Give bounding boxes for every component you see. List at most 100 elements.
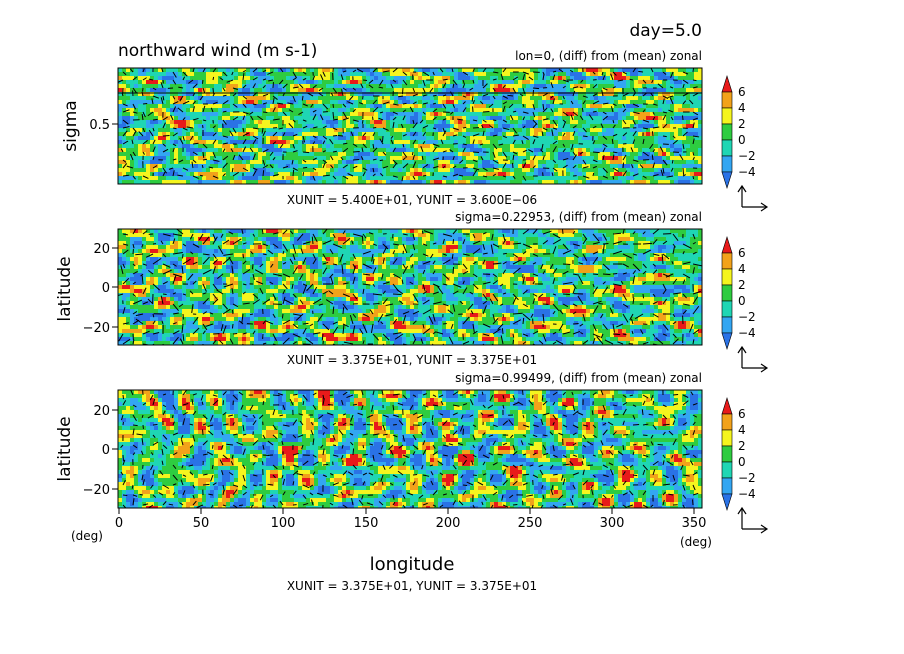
contour-cell [446, 128, 451, 133]
contour-cell [510, 168, 515, 173]
contour-cell [266, 180, 271, 184]
contour-cell [558, 108, 563, 113]
contour-cell [446, 104, 451, 109]
contour-cell [570, 80, 575, 85]
contour-cell [598, 96, 603, 101]
contour-cell [394, 104, 399, 109]
wind-vector [332, 118, 338, 121]
contour-cell [206, 152, 211, 157]
contour-cell [618, 132, 623, 137]
contour-cell [130, 68, 135, 73]
contour-cell [482, 116, 487, 121]
contour-cell [598, 88, 603, 93]
contour-cell [406, 176, 411, 181]
contour-cell [414, 96, 419, 101]
contour-cell [290, 180, 295, 184]
contour-cell [538, 156, 543, 161]
contour-cell [314, 112, 319, 117]
contour-cell [282, 136, 287, 141]
contour-cell [178, 148, 183, 153]
contour-cell [426, 80, 431, 85]
contour-cell [606, 156, 611, 161]
contour-cell [630, 72, 635, 77]
contour-cell [226, 164, 231, 169]
contour-cell [274, 148, 279, 153]
contour-cell [678, 180, 683, 184]
contour-cell [126, 120, 131, 125]
wind-vector [542, 118, 549, 121]
wind-vector [582, 100, 586, 105]
contour-cell [418, 172, 423, 177]
contour-cell [190, 128, 195, 133]
contour-cell [434, 100, 439, 105]
contour-cell [530, 136, 535, 141]
contour-cell [658, 160, 663, 165]
contour-cell [322, 124, 327, 129]
contour-cell [666, 68, 671, 73]
contour-cell [318, 100, 323, 105]
contour-cell [630, 108, 635, 113]
contour-cell [642, 156, 647, 161]
contour-cell [170, 112, 175, 117]
contour-cell [462, 76, 467, 81]
contour-cell [306, 72, 311, 77]
contour-cell [566, 140, 571, 145]
contour-cell [462, 72, 467, 77]
contour-cell [358, 120, 363, 125]
wind-vector [612, 71, 617, 76]
contour-cell [306, 156, 311, 161]
contour-cell [146, 72, 151, 77]
contour-cell [634, 140, 639, 145]
contour-cell [194, 92, 199, 97]
contour-cell [614, 176, 619, 181]
contour-cell [514, 144, 519, 149]
contour-cell [406, 112, 411, 117]
contour-cell [478, 112, 483, 117]
contour-cell [154, 88, 159, 93]
contour-cell [530, 80, 535, 85]
contour-cell [194, 96, 199, 101]
contour-cell [658, 92, 663, 97]
contour-cell [674, 112, 679, 117]
contour-cell [646, 68, 651, 73]
wind-vector [622, 92, 630, 97]
contour-cell [170, 156, 175, 161]
contour-cell [674, 148, 679, 153]
contour-cell [346, 72, 351, 77]
contour-cell [390, 72, 395, 77]
contour-cell [310, 68, 315, 73]
contour-cell [238, 180, 243, 184]
wind-vector [222, 142, 228, 145]
wind-vector [267, 71, 274, 75]
contour-cell [162, 156, 167, 161]
contour-cell [342, 96, 347, 101]
contour-cell [442, 116, 447, 121]
contour-cell [398, 132, 403, 137]
contour-cell [566, 168, 571, 173]
contour-cell [582, 108, 587, 113]
contour-cell [606, 116, 611, 121]
contour-cell [646, 180, 651, 184]
contour-cell [590, 80, 595, 85]
contour-cell [666, 96, 671, 101]
contour-cell [602, 80, 607, 85]
contour-cell [474, 144, 479, 149]
contour-cell [214, 104, 219, 109]
wind-vector [402, 143, 405, 148]
contour-cell [482, 72, 487, 77]
contour-cell [446, 180, 451, 184]
contour-cell [430, 168, 435, 173]
contour-cell [550, 140, 555, 145]
wind-vector [261, 127, 264, 134]
contour-cell [690, 84, 695, 89]
contour-cell [310, 116, 315, 121]
contour-cell [626, 152, 631, 157]
contour-cell [450, 172, 455, 177]
contour-cell [266, 80, 271, 85]
contour-cell [370, 176, 375, 181]
wind-vector [600, 123, 604, 129]
contour-cell [242, 68, 247, 73]
contour-cell [330, 120, 335, 125]
contour-cell [258, 136, 263, 141]
contour-cell [354, 136, 359, 141]
